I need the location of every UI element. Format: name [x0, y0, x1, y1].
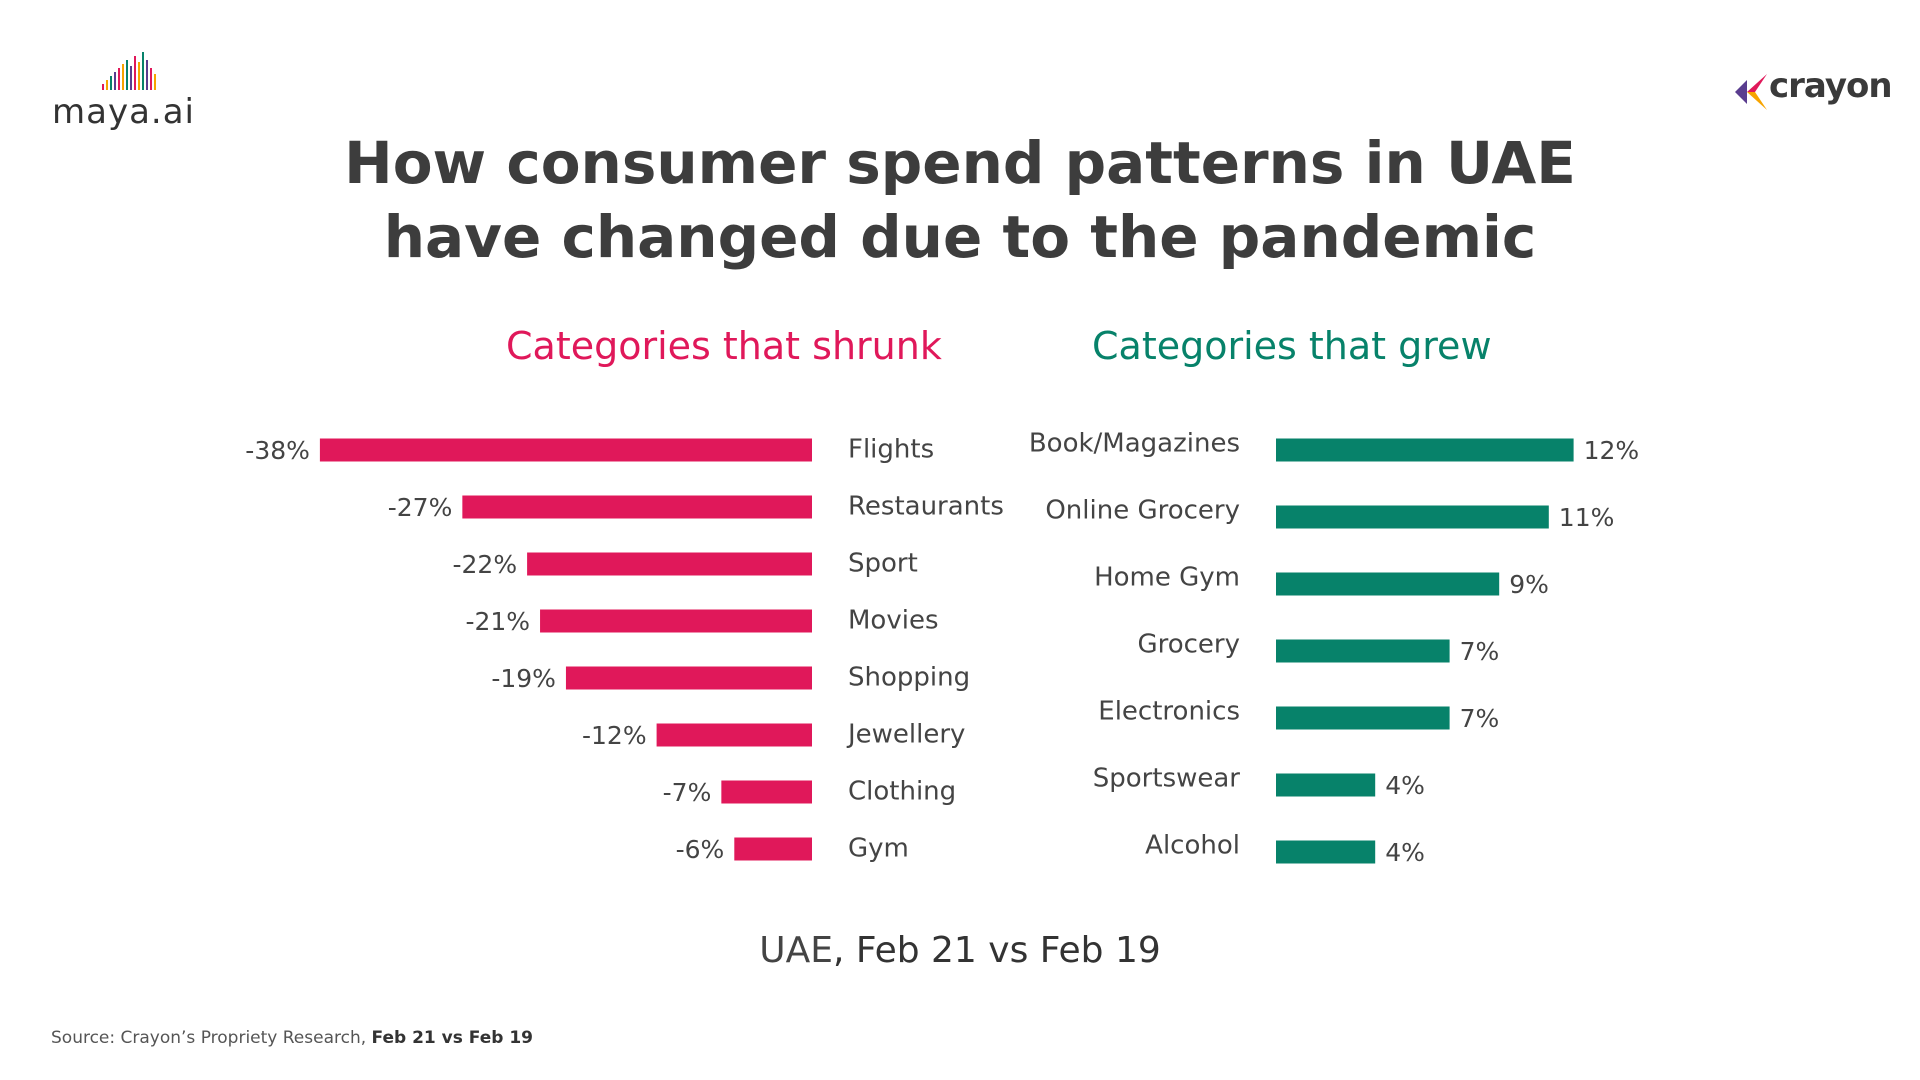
grew-bar [1276, 639, 1450, 663]
source-note: Source: Crayon’s Propriety Research, Feb… [51, 1028, 533, 1048]
source-prefix: Source: Crayon’s Propriety Research, [51, 1028, 372, 1048]
grew-category-label: Alcohol [1145, 831, 1240, 861]
shrunk-bar [721, 780, 812, 804]
maya-logo-bar [142, 52, 144, 90]
maya-logo-bar [154, 74, 156, 90]
grew-bar [1276, 505, 1549, 529]
maya-logo-bar [146, 60, 148, 90]
grew-category-label: Online Grocery [1045, 496, 1240, 526]
maya-logo-bar [102, 84, 104, 90]
crayon-logo: crayon [1735, 66, 1893, 116]
grew-bar [1276, 706, 1450, 730]
grew-value-label: 9% [1509, 570, 1549, 599]
maya-logo-bar [106, 80, 108, 90]
shrunk-category-label: Sport [848, 549, 918, 579]
maya-logo-bar [138, 62, 140, 90]
grew-value-label: 11% [1559, 503, 1615, 532]
title-line-1: How consumer spend patterns in UAE [344, 129, 1576, 197]
shrunk-value-label: -12% [582, 721, 647, 750]
shrunk-category-label: Gym [848, 834, 909, 864]
shrunk-bar [656, 723, 812, 747]
maya-logo-bar [126, 60, 128, 90]
shrunk-bar [527, 552, 812, 576]
caption-region: UAE [759, 930, 833, 971]
grew-value-label: 4% [1385, 771, 1425, 800]
grew-section-title: Categories that grew [1092, 324, 1492, 368]
caption-period: , Feb 21 vs Feb 19 [832, 930, 1161, 971]
shrunk-category-label: Movies [848, 606, 939, 636]
shrunk-section-title: Categories that shrunk [506, 324, 942, 368]
shrunk-value-label: -6% [676, 835, 725, 864]
grew-bar [1276, 840, 1376, 864]
shrunk-value-label: -27% [388, 493, 453, 522]
grew-bar-chart: 12% Book/Magazines 11% Online Grocery 9% Home… [1029, 429, 1639, 868]
shrunk-value-label: -22% [453, 550, 518, 579]
chart-caption: UAE, Feb 21 vs Feb 19 [0, 930, 1920, 971]
grew-category-label: Grocery [1137, 630, 1240, 660]
shrunk-bar [540, 609, 812, 633]
maya-logo-bar [122, 64, 124, 90]
maya-logo-bar [150, 68, 152, 90]
grew-value-label: 12% [1584, 436, 1640, 465]
grew-bar [1276, 438, 1574, 462]
crayon-logo-mark [1735, 74, 1767, 110]
shrunk-value-label: -7% [663, 778, 712, 807]
maya-ai-logo-mark [102, 52, 156, 90]
grew-category-label: Book/Magazines [1029, 429, 1240, 459]
maya-logo-bar [110, 76, 112, 90]
spend-change-chart: -38% Flights -27% Restaurants -22% Sport -21% M… [245, 429, 1639, 868]
shrunk-value-label: -38% [245, 436, 310, 465]
grew-category-label: Sportswear [1093, 764, 1241, 794]
maya-ai-logo-text: maya.ai [52, 92, 195, 132]
shrunk-bar [734, 837, 812, 861]
grew-category-label: Home Gym [1094, 563, 1240, 593]
shrunk-category-label: Shopping [848, 663, 970, 693]
title-line-2: have changed due to the pandemic [383, 203, 1537, 271]
shrunk-bar [462, 495, 812, 519]
grew-value-label: 4% [1385, 838, 1425, 867]
maya-logo-bar [114, 72, 116, 90]
shrunk-category-label: Jewellery [846, 720, 965, 750]
maya-logo-bar [134, 56, 136, 90]
grew-value-label: 7% [1460, 637, 1500, 666]
maya-ai-logo: maya.ai [52, 46, 212, 136]
shrunk-bar [565, 666, 812, 690]
grew-value-label: 7% [1460, 704, 1500, 733]
grew-bar [1276, 572, 1500, 596]
shrunk-category-label: Restaurants [848, 492, 1004, 522]
shrunk-category-label: Clothing [848, 777, 956, 807]
shrunk-bar-chart: -38% Flights -27% Restaurants -22% Sport -21% M… [245, 435, 1004, 865]
shrunk-value-label: -21% [465, 607, 530, 636]
source-period: Feb 21 vs Feb 19 [371, 1028, 533, 1048]
page-title: How consumer spend patterns in UAE have … [260, 126, 1660, 274]
grew-bar [1276, 773, 1376, 797]
crayon-logo-text: crayon [1769, 66, 1893, 106]
maya-logo-bar [130, 66, 132, 90]
shrunk-value-label: -19% [491, 664, 556, 693]
maya-logo-bar [118, 68, 120, 90]
grew-category-label: Electronics [1098, 697, 1240, 727]
shrunk-category-label: Flights [848, 435, 934, 465]
shrunk-bar [319, 438, 812, 462]
